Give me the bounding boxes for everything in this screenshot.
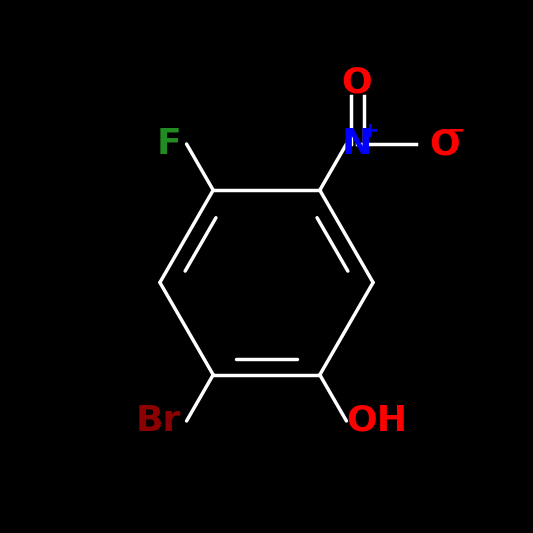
Text: −: − xyxy=(447,120,465,141)
Text: F: F xyxy=(157,127,181,161)
Text: OH: OH xyxy=(346,404,408,438)
Text: O: O xyxy=(342,66,373,100)
Text: +: + xyxy=(361,120,379,141)
Text: N: N xyxy=(342,127,372,161)
Text: O: O xyxy=(429,127,460,161)
Text: Br: Br xyxy=(136,404,181,438)
